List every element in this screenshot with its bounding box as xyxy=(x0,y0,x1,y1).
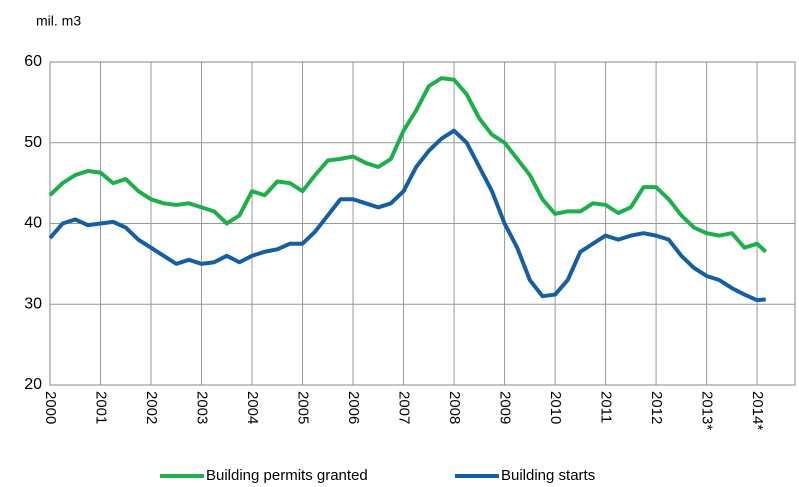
y-tick-label: 20 xyxy=(24,376,42,393)
x-tick-label: 2005 xyxy=(295,391,312,424)
y-axis-label: mil. m3 xyxy=(36,13,81,29)
x-tick-label: 2001 xyxy=(93,391,110,424)
x-tick-label: 2010 xyxy=(547,391,564,424)
x-tick-label: 2004 xyxy=(244,391,261,424)
x-tick-label: 2008 xyxy=(446,391,463,424)
x-tick-label: 2007 xyxy=(396,391,413,424)
y-tick-label: 60 xyxy=(24,53,42,70)
y-tick-label: 30 xyxy=(24,295,42,312)
x-tick-label: 2013* xyxy=(699,391,716,430)
x-tick-label: 2012 xyxy=(648,391,665,424)
legend-label: Building starts xyxy=(501,467,595,484)
x-tick-label: 2000 xyxy=(42,391,59,424)
x-tick-label: 2014* xyxy=(749,391,766,430)
x-tick-label: 2003 xyxy=(194,391,211,424)
y-tick-label: 50 xyxy=(24,134,42,151)
data-line xyxy=(48,76,768,254)
x-tick-label: 2002 xyxy=(143,391,160,424)
data-line xyxy=(48,128,766,303)
legend-label: Building permits granted xyxy=(206,467,368,484)
x-tick-label: 2011 xyxy=(598,391,615,423)
x-tick-label: 2009 xyxy=(497,391,514,424)
y-tick-label: 40 xyxy=(24,215,42,232)
x-tick-label: 2006 xyxy=(345,391,362,424)
plot-frame xyxy=(49,61,796,386)
